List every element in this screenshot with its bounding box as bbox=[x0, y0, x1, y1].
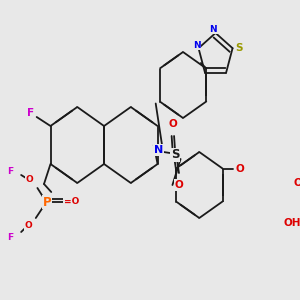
Text: F: F bbox=[8, 167, 14, 176]
Text: F: F bbox=[27, 108, 34, 118]
Text: N: N bbox=[154, 145, 163, 155]
Text: O: O bbox=[294, 178, 300, 188]
Text: O: O bbox=[26, 176, 33, 184]
Text: =O: =O bbox=[64, 196, 79, 206]
Text: OH: OH bbox=[284, 218, 300, 227]
Text: F: F bbox=[8, 232, 14, 242]
Text: P: P bbox=[43, 196, 52, 208]
Text: O: O bbox=[168, 119, 177, 129]
Text: S: S bbox=[235, 43, 243, 53]
Text: O: O bbox=[175, 180, 183, 190]
Text: N: N bbox=[193, 41, 201, 50]
Text: N: N bbox=[209, 25, 217, 34]
Text: O: O bbox=[25, 221, 32, 230]
Text: O: O bbox=[235, 164, 244, 173]
Text: S: S bbox=[171, 148, 179, 161]
